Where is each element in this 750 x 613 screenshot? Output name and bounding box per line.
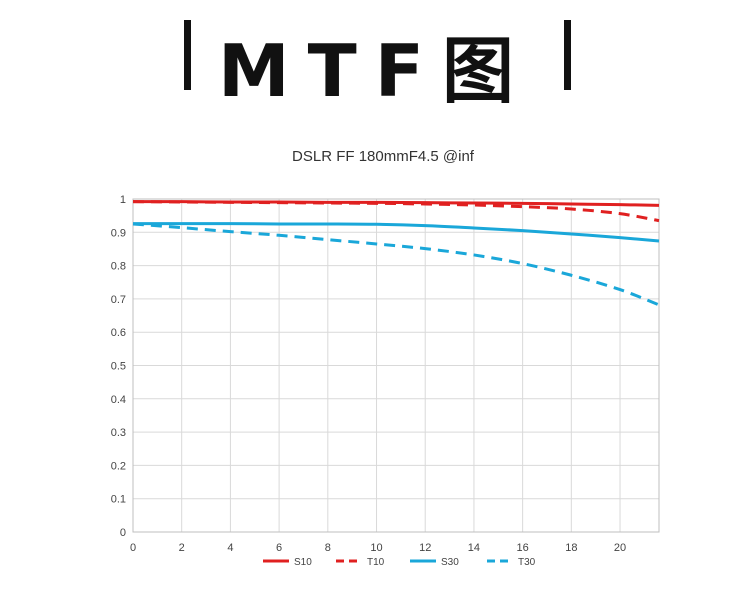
- title-right-bar: [564, 20, 571, 90]
- page-title: MTF图: [218, 29, 532, 113]
- x-tick-label: 18: [565, 542, 577, 554]
- chart-grid: [132, 198, 659, 533]
- y-tick-label: 0.1: [111, 494, 126, 506]
- y-tick-label: 0.6: [111, 327, 126, 339]
- x-tick-label: 2: [179, 542, 185, 554]
- legend-label-t10: T10: [367, 557, 385, 568]
- x-tick-label: 8: [325, 542, 331, 554]
- y-tick-label: 1: [120, 194, 126, 206]
- x-tick-label: 0: [130, 542, 136, 554]
- legend-label-s10: S10: [294, 557, 312, 568]
- plot-frame: [132, 198, 660, 533]
- y-tick-label: 0.7: [111, 294, 126, 306]
- x-tick-label: 6: [276, 542, 282, 554]
- y-tick-label: 0: [120, 527, 126, 539]
- x-tick-label: 12: [419, 542, 431, 554]
- series-line-t30: [132, 222, 660, 307]
- y-tick-label: 0.3: [111, 427, 126, 439]
- chart-legend: S10 T10 S30 T30: [263, 557, 536, 568]
- legend-label-t30: T30: [518, 557, 536, 568]
- x-tick-label: 14: [468, 542, 480, 554]
- series-line-t10: [132, 200, 660, 223]
- chart-axes: [132, 198, 660, 533]
- title-left-bar: [184, 20, 191, 90]
- y-tick-label: 0.5: [111, 361, 126, 373]
- x-tick-label: 20: [614, 542, 626, 554]
- series-line-s30: [133, 222, 660, 243]
- y-tick-label: 0.9: [111, 227, 126, 239]
- chart-title: DSLR FF 180mmF4.5 @inf: [292, 148, 475, 165]
- legend-label-s30: S30: [441, 557, 459, 568]
- x-tick-label: 10: [370, 542, 382, 554]
- x-tick-label: 16: [517, 542, 529, 554]
- x-tick-label: 4: [227, 542, 233, 554]
- y-tick-label: 0.2: [111, 460, 126, 472]
- y-tick-label: 0.4: [111, 394, 126, 406]
- header: MTF图: [0, 0, 750, 113]
- chart-tick-labels: 00.10.20.30.40.50.60.70.80.910 2 4 6 8 10 12 14…: [111, 194, 626, 554]
- y-tick-label: 0.8: [111, 261, 126, 273]
- chart-series: [132, 200, 660, 307]
